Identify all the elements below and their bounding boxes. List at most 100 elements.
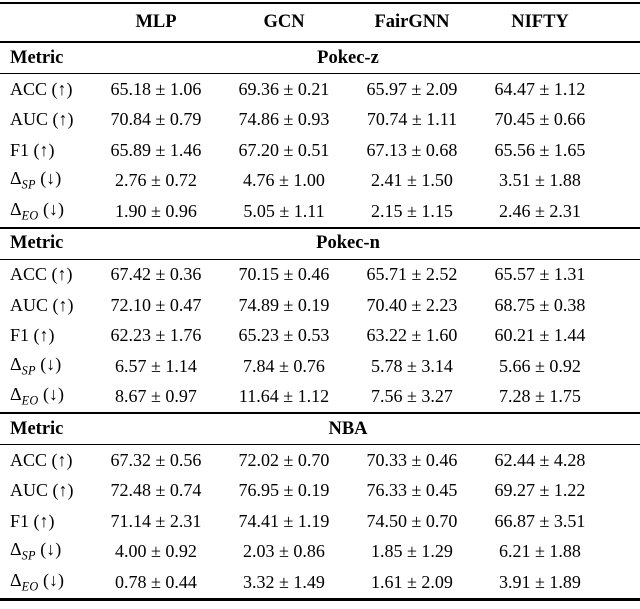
value-cell: 65.56 ± 1.65 — [494, 139, 586, 160]
metric-column-header: Metric — [0, 412, 92, 445]
value-cell: 74.50 ± 0.70 — [366, 510, 458, 531]
metric-data-row: ΔSP (↓) 6.57 ± 1.14 7.84 ± 0.76 5.78 ± 3.14… — [0, 351, 640, 382]
value-cell: 7.28 ± 1.75 — [499, 386, 581, 407]
value-cell: 2.41 ± 1.50 — [371, 170, 453, 191]
metric-label: AUC (↑) — [10, 480, 74, 501]
value-cell: 4.76 ± 1.00 — [243, 170, 325, 191]
dataset-name: Pokec-n — [92, 226, 640, 260]
value-cell: 60.21 ± 1.44 — [494, 325, 586, 346]
value-cell: 7.56 ± 3.27 — [371, 386, 453, 407]
metric-data-row: ACC (↑) 67.32 ± 0.56 72.02 ± 0.70 70.33 ± 0… — [0, 445, 640, 476]
value-cell: 66.87 ± 3.51 — [494, 510, 586, 531]
metric-data-row: AUC (↑) 72.48 ± 0.74 76.95 ± 0.19 76.33 ± 0… — [0, 476, 640, 507]
value-cell: 65.71 ± 2.52 — [366, 264, 458, 285]
value-cell: 65.89 ± 1.46 — [110, 139, 202, 160]
value-cell: 70.15 ± 0.46 — [238, 264, 330, 285]
value-cell: 72.48 ± 0.74 — [110, 480, 202, 501]
value-cell: 67.32 ± 0.56 — [110, 449, 202, 470]
metric-label: AUC (↑) — [10, 109, 74, 130]
metric-label: ΔEO (↓) — [10, 569, 64, 594]
value-cell: 70.33 ± 0.46 — [366, 449, 458, 470]
metric-label: ΔSP (↓) — [10, 539, 62, 564]
value-cell: 3.91 ± 1.89 — [499, 571, 581, 592]
column-header-nifty: NIFTY — [511, 12, 569, 32]
value-cell: 72.10 ± 0.47 — [110, 294, 202, 315]
value-cell: 2.03 ± 0.86 — [243, 541, 325, 562]
value-cell: 0.78 ± 0.44 — [115, 571, 197, 592]
metric-label: ΔEO (↓) — [10, 384, 64, 409]
value-cell: 67.13 ± 0.68 — [366, 139, 458, 160]
metric-label: ACC (↑) — [10, 264, 73, 285]
metric-label: ACC (↑) — [10, 78, 73, 99]
metric-data-row: F1 (↑) 65.89 ± 1.46 67.20 ± 0.51 67.13 ± 0.… — [0, 135, 640, 166]
value-cell: 72.02 ± 0.70 — [238, 449, 330, 470]
value-cell: 74.86 ± 0.93 — [238, 109, 330, 130]
column-header-mlp: MLP — [135, 12, 177, 32]
value-cell: 5.05 ± 1.11 — [243, 200, 325, 221]
value-cell: 70.45 ± 0.66 — [494, 109, 586, 130]
value-cell: 70.84 ± 0.79 — [110, 109, 202, 130]
metric-data-row: ΔEO (↓) 1.90 ± 0.96 5.05 ± 1.11 2.15 ± 1.15… — [0, 196, 640, 228]
value-cell: 62.44 ± 4.28 — [494, 449, 586, 470]
value-cell: 8.67 ± 0.97 — [115, 386, 197, 407]
value-cell: 6.21 ± 1.88 — [499, 541, 581, 562]
metric-data-row: ΔSP (↓) 4.00 ± 0.92 2.03 ± 0.86 1.85 ± 1.29… — [0, 537, 640, 568]
metric-data-row: F1 (↑) 71.14 ± 2.31 74.41 ± 1.19 74.50 ± 0.… — [0, 506, 640, 537]
metric-data-row: AUC (↑) 70.84 ± 0.79 74.86 ± 0.93 70.74 ± 1… — [0, 105, 640, 136]
value-cell: 68.75 ± 0.38 — [494, 294, 586, 315]
value-cell: 4.00 ± 0.92 — [115, 541, 197, 562]
value-cell: 11.64 ± 1.12 — [238, 386, 330, 407]
dataset-name: Pokec-z — [92, 41, 640, 74]
value-cell: 67.42 ± 0.36 — [110, 264, 202, 285]
column-header-fairgnn: FairGNN — [374, 12, 450, 32]
value-cell: 3.32 ± 1.49 — [243, 571, 325, 592]
value-cell: 5.66 ± 0.92 — [499, 355, 581, 376]
metric-label: F1 (↑) — [10, 325, 55, 346]
metric-data-row: ΔSP (↓) 2.76 ± 0.72 4.76 ± 1.00 2.41 ± 1.50… — [0, 166, 640, 197]
corner-cell — [0, 3, 92, 42]
metric-data-row: ACC (↑) 67.42 ± 0.36 70.15 ± 0.46 65.71 ± 2… — [0, 259, 640, 290]
metric-label: ΔSP (↓) — [10, 168, 62, 193]
column-header-gcn: GCN — [263, 12, 305, 32]
value-cell: 74.89 ± 0.19 — [238, 294, 330, 315]
value-cell: 70.40 ± 2.23 — [366, 294, 458, 315]
value-cell: 3.51 ± 1.88 — [499, 170, 581, 191]
metric-label: F1 (↑) — [10, 139, 55, 160]
value-cell: 1.61 ± 2.09 — [371, 571, 453, 592]
value-cell: 2.15 ± 1.15 — [371, 200, 453, 221]
value-cell: 65.23 ± 0.53 — [238, 325, 330, 346]
dataset-name: NBA — [92, 412, 640, 445]
metric-label: ΔEO (↓) — [10, 198, 64, 223]
value-cell: 1.90 ± 0.96 — [115, 200, 197, 221]
value-cell: 76.33 ± 0.45 — [366, 480, 458, 501]
metric-label: F1 (↑) — [10, 510, 55, 531]
section-header-row-pokec-n: Metric Pokec-n — [0, 226, 640, 260]
value-cell: 65.57 ± 1.31 — [494, 264, 586, 285]
value-cell: 76.95 ± 0.19 — [238, 480, 330, 501]
value-cell: 67.20 ± 0.51 — [238, 139, 330, 160]
value-cell: 5.78 ± 3.14 — [371, 355, 453, 376]
table-body: Metric Pokec-z ACC (↑) 65.18 ± 1.06 69.36 ± … — [0, 41, 640, 599]
value-cell: 2.76 ± 0.72 — [115, 170, 197, 191]
metric-data-row: F1 (↑) 62.23 ± 1.76 65.23 ± 0.53 63.22 ± 1.… — [0, 321, 640, 352]
metric-column-header: Metric — [0, 226, 92, 260]
metric-data-row: ACC (↑) 65.18 ± 1.06 69.36 ± 0.21 65.97 ± 2… — [0, 74, 640, 105]
metric-column-header: Metric — [0, 41, 92, 74]
value-cell: 69.27 ± 1.22 — [494, 480, 586, 501]
metric-data-row: AUC (↑) 72.10 ± 0.47 74.89 ± 0.19 70.40 ± 2… — [0, 290, 640, 321]
metric-data-row: ΔEO (↓) 8.67 ± 0.97 11.64 ± 1.12 7.56 ± 3.2… — [0, 382, 640, 414]
section-header-row-nba: Metric NBA — [0, 412, 640, 445]
value-cell: 64.47 ± 1.12 — [494, 78, 586, 99]
value-cell: 62.23 ± 1.76 — [110, 325, 202, 346]
metric-data-row: ΔEO (↓) 0.78 ± 0.44 3.32 ± 1.49 1.61 ± 2.09… — [0, 567, 640, 599]
value-cell: 65.18 ± 1.06 — [110, 78, 202, 99]
value-cell: 1.85 ± 1.29 — [371, 541, 453, 562]
value-cell: 74.41 ± 1.19 — [238, 510, 330, 531]
metric-label: ACC (↑) — [10, 449, 73, 470]
value-cell: 65.97 ± 2.09 — [366, 78, 458, 99]
value-cell: 2.46 ± 2.31 — [499, 200, 581, 221]
metric-label: AUC (↑) — [10, 294, 74, 315]
section-header-row-pokec-z: Metric Pokec-z — [0, 41, 640, 74]
